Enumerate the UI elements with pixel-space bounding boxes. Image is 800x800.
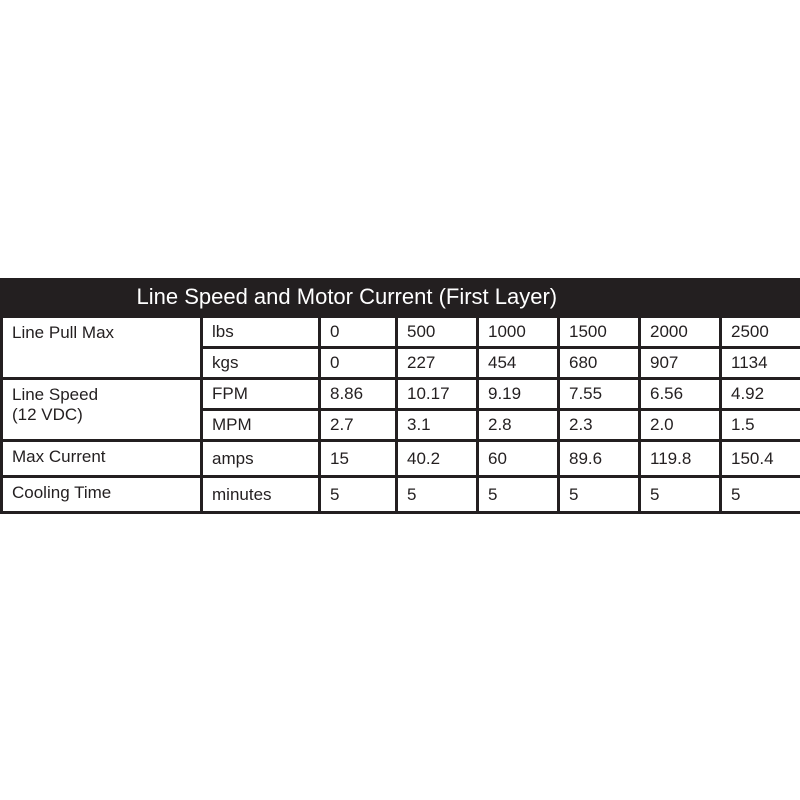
table-row: Line Speed (12 VDC) FPM 8.86 10.17 9.19 7.55 6.…: [0, 377, 800, 442]
unit-cell: amps: [200, 439, 321, 478]
value-cell: 119.8: [638, 439, 722, 478]
unit-cell: lbs: [200, 315, 321, 349]
value-cell: 2.3: [557, 408, 641, 442]
value-cell: 60: [476, 439, 560, 478]
row-label-line: Line Pull Max: [12, 323, 115, 342]
value-cell: 7.55: [557, 377, 641, 411]
line-speed-motor-current-table: Line Speed and Motor Current (First Laye…: [0, 278, 800, 514]
value-cell: 0: [318, 346, 398, 380]
value-cell: 1500: [557, 315, 641, 349]
value-cell: 227: [395, 346, 479, 380]
value-cell: 8.86: [318, 377, 398, 411]
row-label-line: (12 VDC): [12, 405, 83, 424]
value-cell: 5: [476, 475, 560, 514]
value-cell: 40.2: [395, 439, 479, 478]
unit-cell: FPM: [200, 377, 321, 411]
line-speed-label: Line Speed (12 VDC): [0, 377, 203, 442]
row-label-line: Max Current: [12, 447, 106, 466]
value-cell: 9.19: [476, 377, 560, 411]
value-cell: 5: [318, 475, 398, 514]
row-label-line: Line Speed: [12, 385, 99, 404]
value-cell: 2.7: [318, 408, 398, 442]
unit-cell: kgs: [200, 346, 321, 380]
value-cell: 1134: [718, 346, 800, 380]
unit-cell: MPM: [200, 408, 321, 442]
line-pull-max-label: Line Pull Max: [0, 315, 203, 380]
value-cell: 6.56: [638, 377, 722, 411]
value-cell: 2000: [638, 315, 722, 349]
value-cell: 5: [395, 475, 479, 514]
value-cell: 3.1: [395, 408, 479, 442]
value-cell: 1000: [476, 315, 560, 349]
value-cell: 907: [638, 346, 722, 380]
value-cell: 5: [718, 475, 800, 514]
value-cell: 15: [318, 439, 398, 478]
value-cell: 5: [638, 475, 722, 514]
value-cell: 0: [318, 315, 398, 349]
table-row: Max Current amps 15 40.2 60 89.6 119.8 150.4: [0, 439, 800, 478]
value-cell: 2.8: [476, 408, 560, 442]
value-cell: 10.17: [395, 377, 479, 411]
value-cell: 500: [395, 315, 479, 349]
value-cell: 2.0: [638, 408, 722, 442]
table-row: Cooling Time minutes 5 5 5 5 5 5: [0, 475, 800, 514]
table-row: Line Pull Max lbs 0 500 1000 1500 2000 2500: [0, 315, 800, 380]
table-row: MPM 2.7 3.1 2.8 2.3 2.0 1.5: [2, 408, 800, 442]
value-cell: 4.92: [718, 377, 800, 411]
max-current-label: Max Current: [0, 439, 203, 478]
cooling-time-label: Cooling Time: [0, 475, 203, 514]
table-title: Line Speed and Motor Current (First Laye…: [1, 278, 800, 317]
value-cell: 5: [557, 475, 641, 514]
value-cell: 454: [476, 346, 560, 380]
row-label-line: Cooling Time: [12, 483, 112, 502]
title-row: Line Speed and Motor Current (First Laye…: [1, 278, 800, 317]
value-cell: 2500: [718, 315, 800, 349]
value-cell: 89.6: [557, 439, 641, 478]
table-row: kgs 0 227 454 680 907 1134: [2, 346, 800, 380]
value-cell: 150.4: [718, 439, 800, 478]
unit-cell: minutes: [200, 475, 321, 514]
value-cell: 1.5: [718, 408, 800, 442]
value-cell: 680: [557, 346, 641, 380]
